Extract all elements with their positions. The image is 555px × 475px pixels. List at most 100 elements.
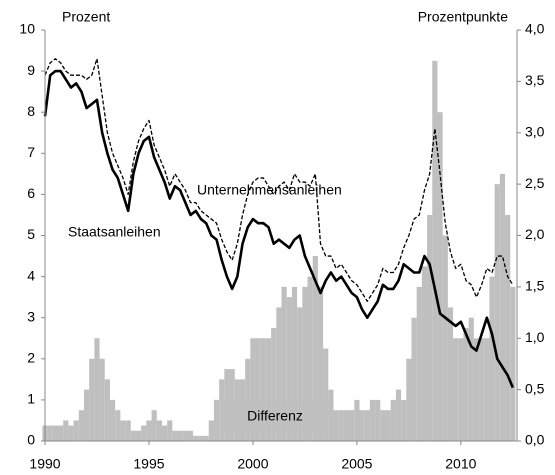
bar: [83, 389, 90, 441]
x-tick-label: 1995: [133, 456, 164, 472]
y2-tick-label: 0,5: [525, 380, 545, 396]
bar: [447, 307, 454, 441]
bar: [239, 379, 246, 441]
bar: [494, 184, 500, 441]
bar: [208, 420, 214, 441]
bar: [193, 435, 199, 441]
bar: [104, 379, 110, 441]
bar: [63, 420, 69, 441]
bar: [317, 286, 324, 441]
bar: [421, 266, 428, 441]
bar: [453, 338, 459, 441]
y2-tick-label: 1,0: [525, 329, 545, 345]
bar: [135, 430, 142, 441]
bar: [312, 256, 318, 441]
bar: [115, 410, 121, 441]
y2-tick-label: 4,0: [525, 21, 545, 37]
bar: [458, 338, 464, 441]
line: [44, 58, 514, 302]
bar: [427, 214, 433, 441]
bar: [161, 425, 168, 441]
bar: [89, 358, 95, 441]
bar: [224, 369, 230, 441]
bar: [499, 173, 506, 441]
bar: [349, 410, 355, 441]
x-tick-label: 1990: [29, 456, 60, 472]
bar: [484, 338, 490, 441]
bar: [297, 307, 303, 441]
bar: [255, 338, 261, 441]
bar: [385, 410, 391, 441]
bar: [505, 214, 511, 441]
bar: [359, 410, 365, 441]
y2-tick-label: 3,5: [525, 72, 545, 88]
bar: [416, 286, 422, 441]
right-axis-label: Prozentpunkte: [418, 9, 508, 25]
y-tick-label: 5: [27, 226, 35, 242]
bar: [364, 410, 370, 441]
bar: [479, 338, 485, 441]
bar: [78, 410, 84, 441]
bar: [395, 389, 402, 441]
series-label: Differenz: [247, 408, 303, 424]
bar: [52, 425, 58, 441]
bar: [265, 338, 272, 441]
y-tick-label: 2: [27, 350, 35, 366]
y2-tick-label: 2,5: [525, 175, 545, 191]
bar: [156, 420, 162, 441]
bar: [167, 420, 173, 441]
bar: [473, 338, 480, 441]
bar: [468, 317, 474, 441]
bar: [187, 430, 194, 441]
bar: [250, 338, 256, 441]
bar: [234, 379, 240, 441]
bar: [390, 399, 396, 441]
bar: [437, 112, 443, 441]
bar: [213, 399, 220, 441]
bar: [182, 430, 188, 441]
y2-tick-label: 3,0: [525, 123, 545, 139]
bar: [302, 286, 308, 441]
bar: [338, 410, 344, 441]
bar: [411, 317, 417, 441]
bar: [229, 369, 235, 441]
bar: [369, 399, 376, 441]
bar: [291, 286, 298, 441]
bar: [489, 276, 495, 441]
y-tick-label: 7: [27, 144, 35, 160]
bar: [130, 430, 136, 441]
bar: [286, 297, 292, 441]
bar: [328, 389, 334, 441]
bar: [68, 425, 74, 441]
bar: [125, 420, 131, 441]
bar: [323, 348, 329, 441]
bar: [172, 430, 178, 441]
y-tick-label: 4: [27, 267, 35, 283]
bar: [73, 420, 79, 441]
bar: [219, 379, 225, 441]
bar: [151, 410, 157, 441]
bar: [281, 286, 287, 441]
bar: [198, 435, 204, 441]
bar: [94, 338, 100, 441]
bar: [463, 327, 469, 441]
y-tick-label: 10: [19, 21, 35, 37]
line: [43, 69, 515, 389]
bar: [401, 399, 407, 441]
bar: [99, 358, 105, 441]
x-tick-label: 2005: [341, 456, 372, 472]
series-label: Staatsanleihen: [68, 224, 161, 240]
bar: [47, 425, 53, 441]
y-tick-label: 6: [27, 185, 35, 201]
y-tick-label: 3: [27, 308, 35, 324]
bar: [276, 307, 282, 441]
x-tick-label: 2010: [445, 456, 476, 472]
bar: [354, 399, 360, 441]
bar: [177, 430, 183, 441]
bar: [57, 425, 64, 441]
bar: [510, 286, 516, 441]
bar: [141, 425, 147, 441]
bar: [120, 420, 126, 441]
bar: [245, 358, 251, 441]
bar: [432, 60, 438, 441]
